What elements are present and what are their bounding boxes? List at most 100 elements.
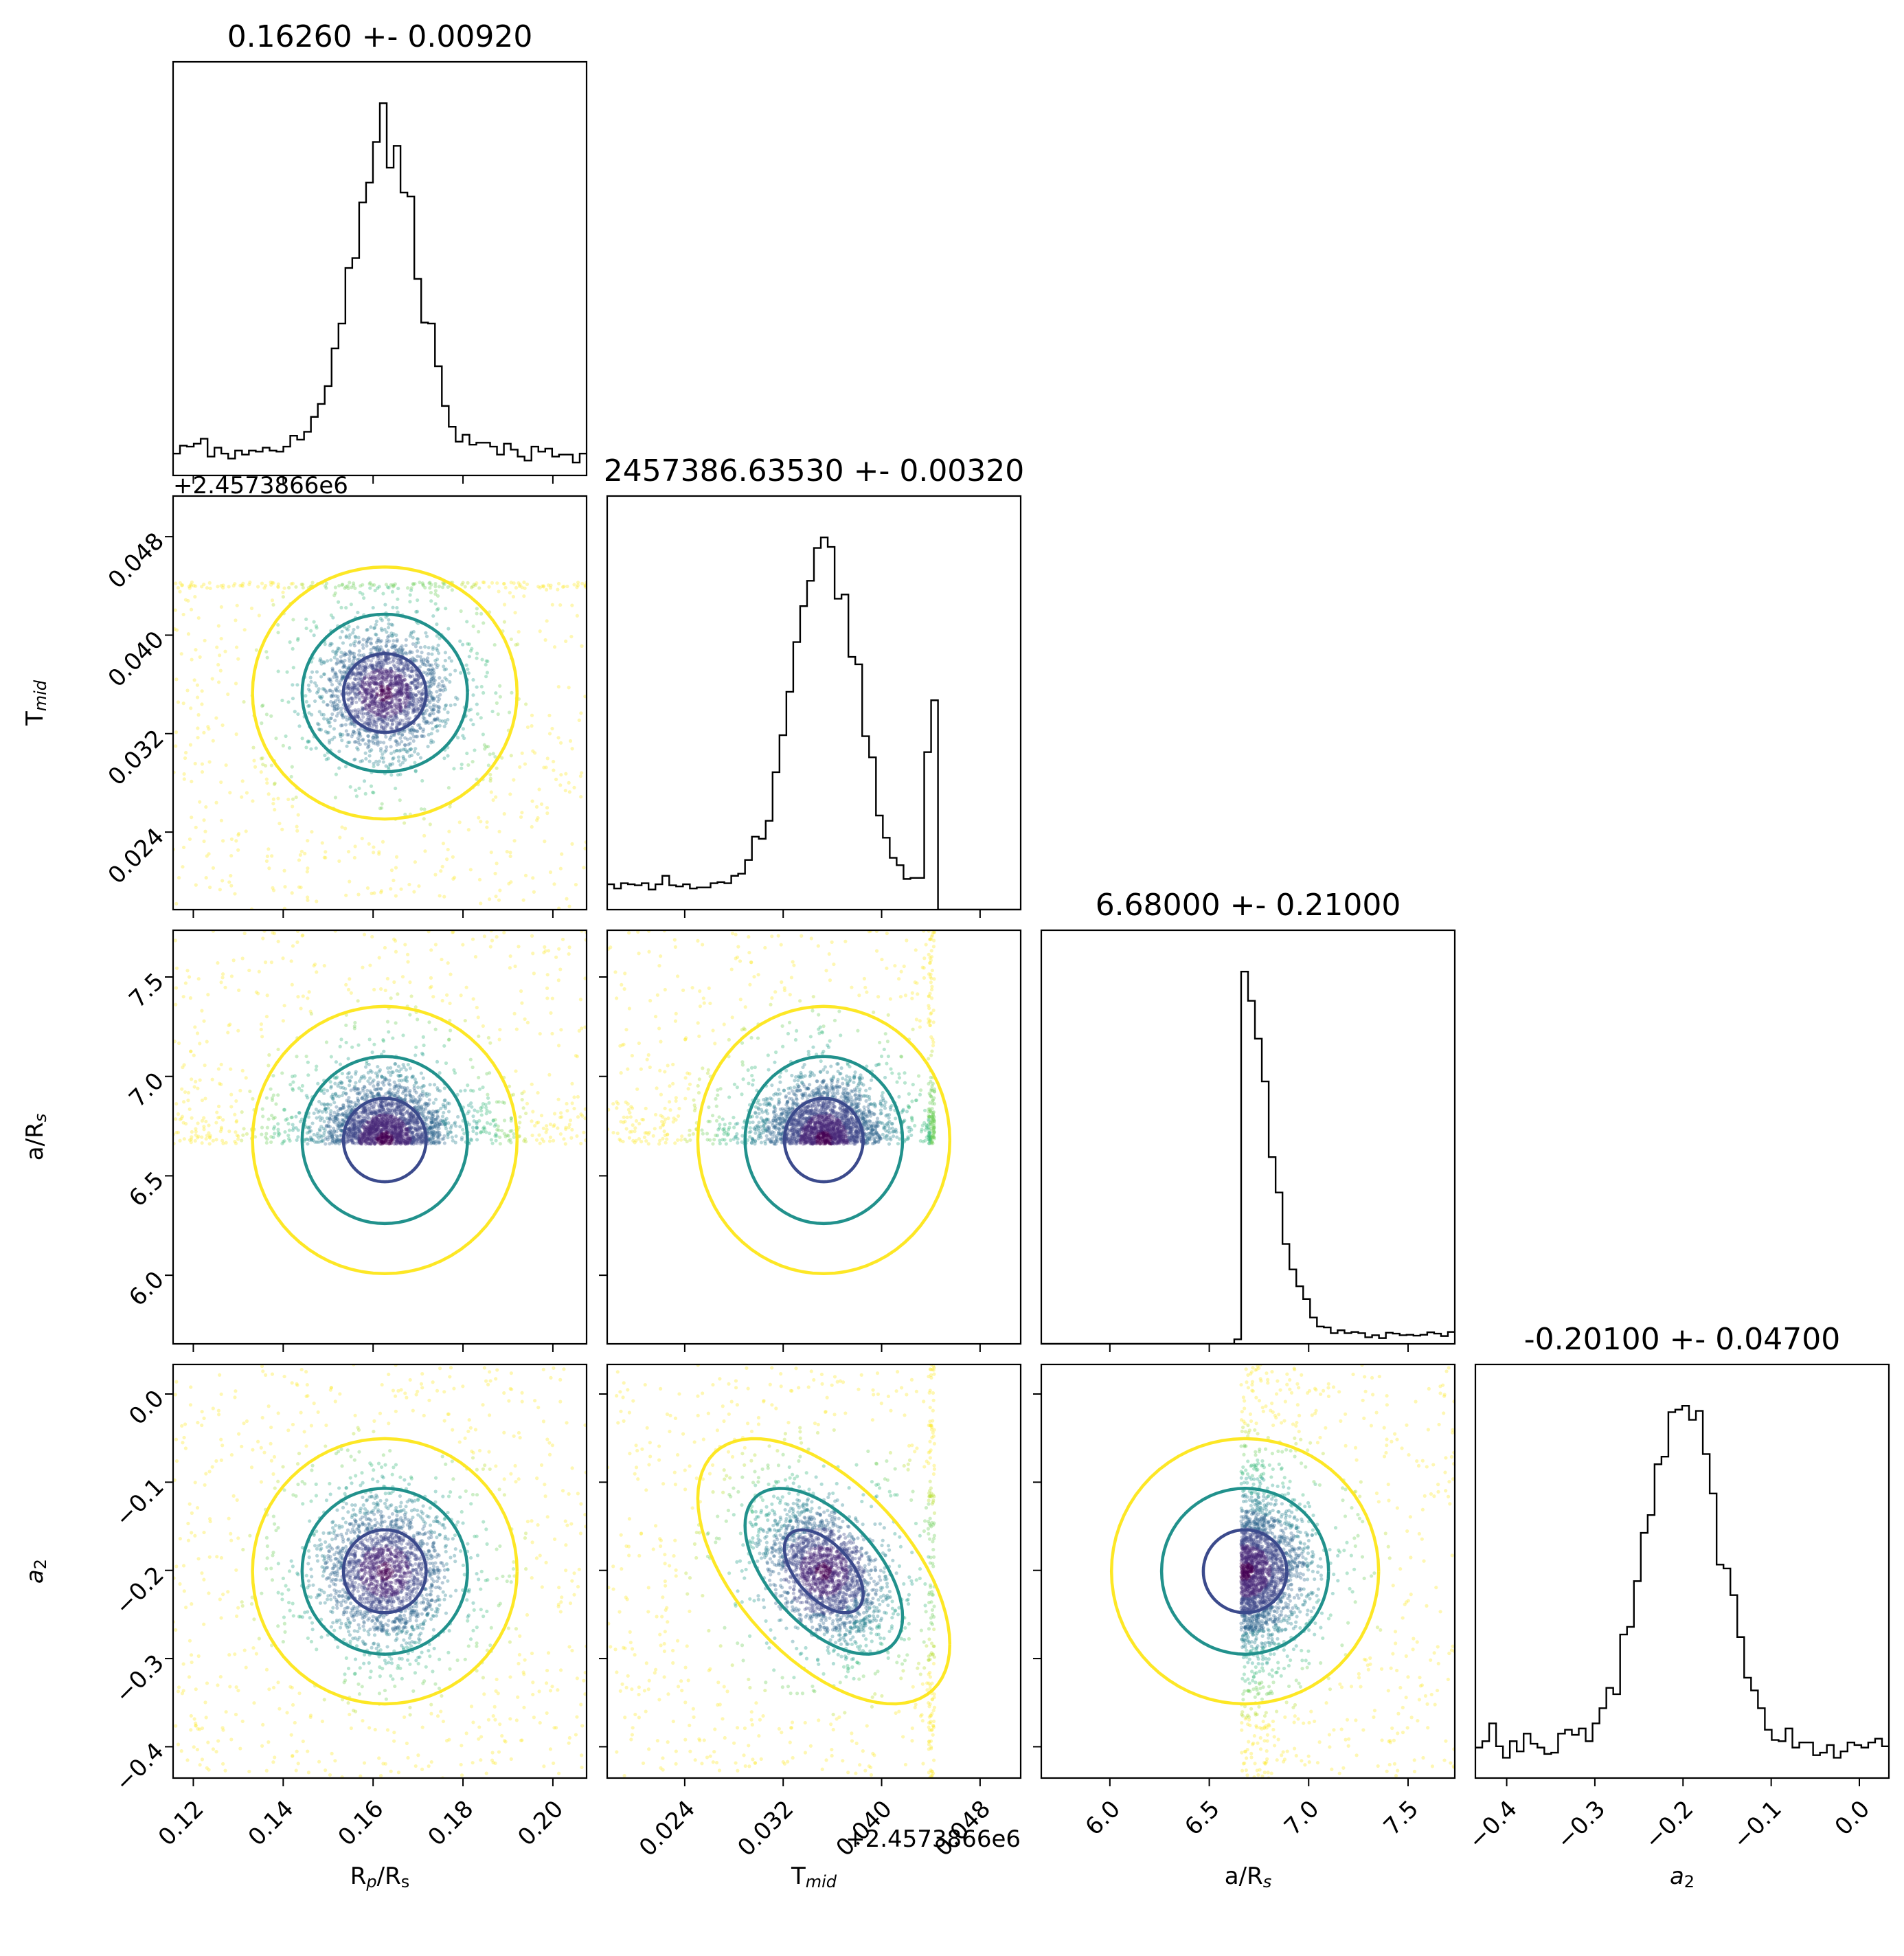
- sample-point: [202, 1125, 206, 1129]
- sample-point: [352, 1086, 357, 1090]
- sample-point: [429, 677, 433, 681]
- sample-point: [308, 1125, 312, 1129]
- sample-point: [378, 1136, 383, 1140]
- sample-point: [291, 697, 295, 701]
- sample-point: [340, 739, 344, 743]
- sample-point: [407, 693, 411, 697]
- sample-point: [358, 1090, 362, 1094]
- sample-point: [545, 973, 549, 977]
- sample-point: [381, 682, 385, 687]
- sample-point: [433, 1123, 437, 1127]
- sample-point: [374, 633, 378, 637]
- sample-point: [497, 1128, 501, 1132]
- sample-point: [287, 1128, 292, 1132]
- sample-point: [361, 1120, 365, 1124]
- sample-point: [469, 718, 473, 722]
- sample-point: [363, 675, 367, 679]
- sample-point: [372, 1112, 376, 1116]
- sample-point: [429, 1127, 433, 1131]
- sample-point: [387, 1131, 391, 1135]
- sample-point: [402, 1138, 406, 1143]
- sample-point: [418, 1140, 423, 1144]
- sample-point: [376, 708, 381, 712]
- sample-point: [393, 674, 397, 678]
- sample-point: [205, 1039, 209, 1044]
- sample-point: [381, 671, 385, 676]
- sample-point: [416, 674, 421, 678]
- sample-point: [383, 1135, 387, 1140]
- sample-point: [366, 1132, 370, 1136]
- sample-point: [381, 719, 385, 723]
- sample-point: [357, 731, 361, 735]
- sample-point: [342, 670, 346, 674]
- sample-point: [378, 747, 383, 751]
- sample-point: [376, 657, 381, 661]
- sample-point: [330, 666, 335, 671]
- sample-point: [296, 712, 300, 717]
- sample-point: [346, 682, 350, 686]
- sample-point: [390, 1137, 394, 1142]
- sample-point: [429, 679, 433, 684]
- sample-point: [267, 792, 271, 796]
- sample-point: [385, 1121, 389, 1125]
- sample-point: [196, 736, 200, 740]
- sample-point: [339, 706, 343, 710]
- sample-point: [394, 675, 398, 679]
- sample-point: [423, 711, 427, 715]
- sample-point: [414, 685, 419, 690]
- sample-point: [399, 1137, 404, 1142]
- sample-point: [362, 1139, 367, 1143]
- sample-point: [365, 1136, 370, 1140]
- sample-point: [361, 700, 365, 704]
- sample-point: [320, 841, 324, 845]
- sample-point: [509, 1140, 513, 1145]
- sample-point: [372, 1129, 376, 1134]
- sample-point: [429, 985, 433, 989]
- sample-point: [482, 1125, 486, 1129]
- sample-point: [359, 727, 363, 731]
- sample-point: [397, 1122, 401, 1127]
- sample-point: [370, 703, 374, 707]
- sample-point: [548, 1122, 553, 1127]
- sample-point: [400, 1128, 404, 1132]
- sample-point: [220, 1138, 225, 1143]
- sample-point: [269, 580, 273, 585]
- sample-point: [380, 726, 384, 730]
- sample-point: [370, 663, 375, 667]
- sample-point: [329, 716, 333, 720]
- sample-point: [236, 1028, 240, 1033]
- sample-point: [388, 688, 392, 692]
- sample-point: [505, 850, 509, 854]
- sample-point: [340, 677, 344, 681]
- sample-point: [398, 1116, 403, 1121]
- sample-point: [405, 697, 409, 701]
- sample-point: [394, 726, 398, 730]
- sample-point: [365, 720, 370, 724]
- sample-point: [444, 667, 449, 671]
- sample-point: [315, 690, 319, 695]
- sample-point: [276, 796, 280, 800]
- sample-point: [389, 669, 394, 673]
- sample-point: [411, 705, 416, 709]
- sample-point: [361, 1133, 365, 1137]
- sample-point: [390, 1129, 394, 1134]
- sample-point: [327, 739, 332, 743]
- sample-point: [328, 688, 332, 693]
- sample-point: [385, 710, 389, 715]
- sample-point: [413, 729, 417, 733]
- sample-point: [349, 603, 353, 607]
- sample-point: [381, 699, 385, 704]
- sample-point: [378, 1134, 383, 1138]
- sample-point: [238, 1088, 242, 1092]
- sample-point: [370, 1094, 374, 1099]
- sample-point: [385, 686, 389, 691]
- sample-point: [406, 700, 410, 704]
- sample-point: [351, 1118, 355, 1123]
- sample-point: [385, 640, 389, 644]
- sample-point: [353, 685, 358, 690]
- sample-point: [366, 1130, 370, 1134]
- sample-point: [315, 1116, 319, 1120]
- sample-point: [428, 1126, 432, 1130]
- sample-point: [376, 1136, 380, 1140]
- sample-point: [195, 1136, 200, 1140]
